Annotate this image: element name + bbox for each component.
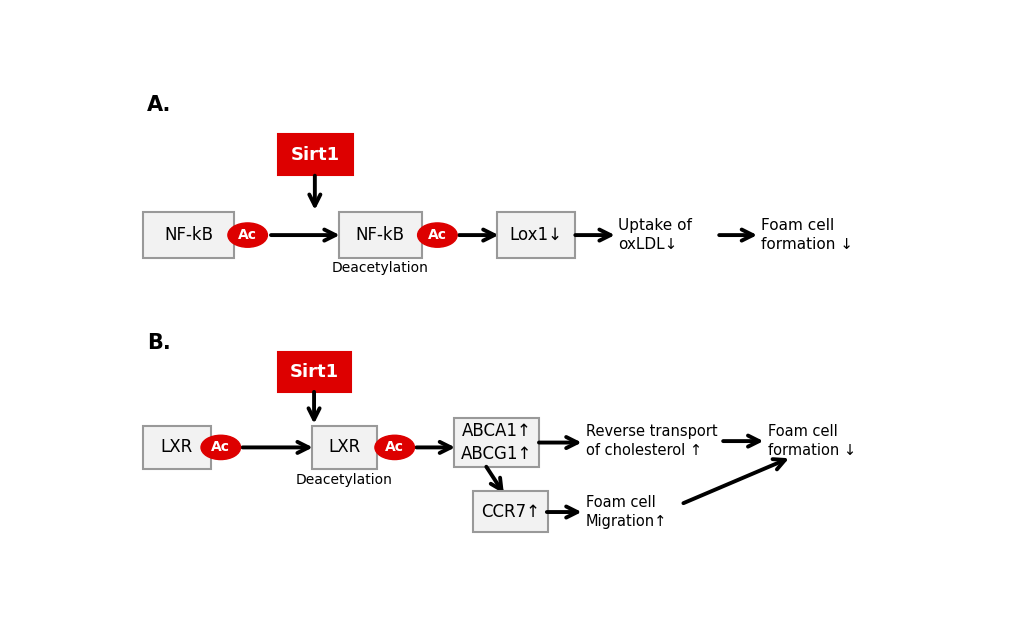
- FancyBboxPatch shape: [473, 491, 547, 533]
- Text: LXR: LXR: [161, 439, 193, 456]
- Text: Ac: Ac: [237, 228, 257, 242]
- Text: Deacetylation: Deacetylation: [331, 261, 428, 275]
- Text: Foam cell
formation ↓: Foam cell formation ↓: [767, 424, 855, 458]
- Text: Lox1↓: Lox1↓: [510, 226, 562, 244]
- Text: Ac: Ac: [385, 440, 404, 454]
- Text: Uptake of
oxLDL↓: Uptake of oxLDL↓: [618, 218, 692, 252]
- Text: ABCA1↑
ABCG1↑: ABCA1↑ ABCG1↑: [461, 422, 532, 463]
- Text: LXR: LXR: [328, 439, 360, 456]
- Text: Foam cell
Migration↑: Foam cell Migration↑: [585, 495, 666, 529]
- Text: Reverse transport
of cholesterol ↑: Reverse transport of cholesterol ↑: [585, 424, 717, 458]
- Text: Ac: Ac: [211, 440, 230, 454]
- Circle shape: [417, 223, 457, 247]
- FancyBboxPatch shape: [497, 212, 575, 258]
- Text: Deacetylation: Deacetylation: [296, 473, 392, 487]
- Text: Ac: Ac: [427, 228, 446, 242]
- Text: Foam cell
formation ↓: Foam cell formation ↓: [760, 218, 852, 252]
- Text: CCR7↑: CCR7↑: [481, 503, 539, 521]
- Text: A.: A.: [147, 95, 171, 115]
- Text: Sirt1: Sirt1: [290, 146, 339, 163]
- Text: Sirt1: Sirt1: [289, 363, 338, 380]
- FancyBboxPatch shape: [312, 425, 376, 469]
- Text: B.: B.: [147, 333, 171, 353]
- Circle shape: [201, 435, 240, 459]
- FancyBboxPatch shape: [143, 425, 210, 469]
- Text: NF-kB: NF-kB: [356, 226, 405, 244]
- Text: NF-kB: NF-kB: [164, 226, 213, 244]
- Circle shape: [227, 223, 267, 247]
- FancyBboxPatch shape: [277, 134, 353, 175]
- FancyBboxPatch shape: [143, 212, 234, 258]
- FancyBboxPatch shape: [277, 351, 351, 391]
- FancyBboxPatch shape: [338, 212, 421, 258]
- FancyBboxPatch shape: [453, 418, 539, 467]
- Circle shape: [375, 435, 414, 459]
